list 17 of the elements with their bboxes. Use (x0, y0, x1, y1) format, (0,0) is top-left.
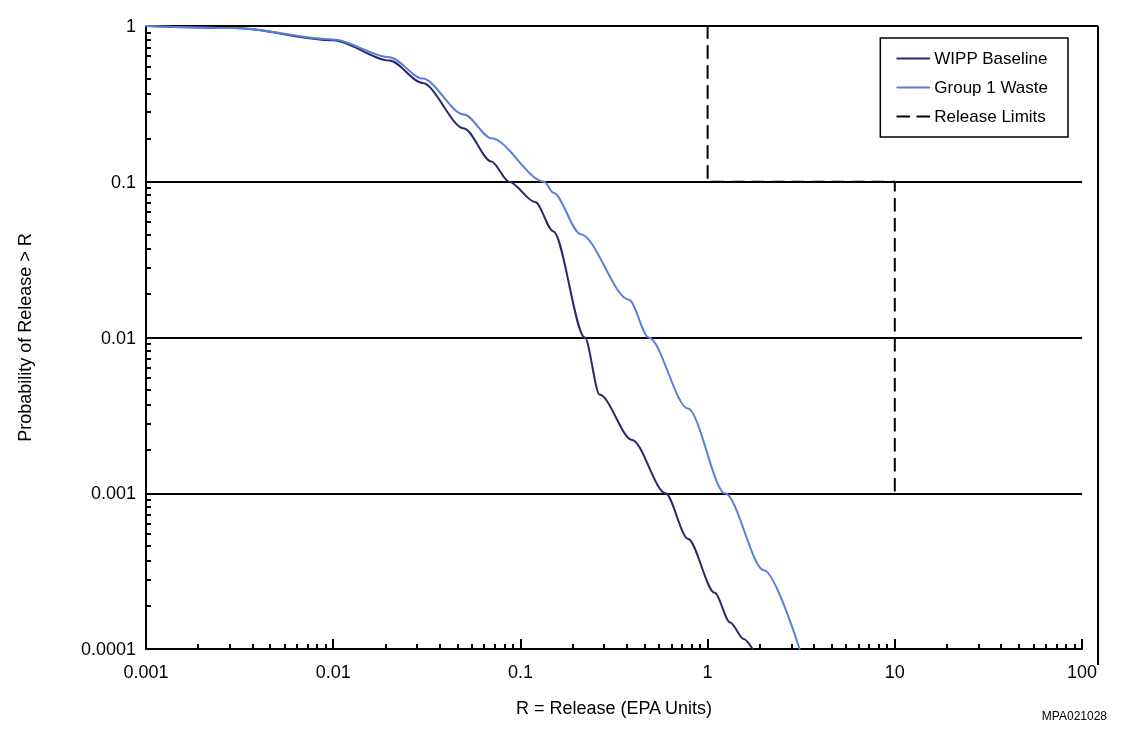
y-tick-label: 0.1 (110, 171, 136, 192)
x-tick-label: 1 (702, 662, 713, 682)
legend-label: Release Limits (934, 107, 1046, 126)
text: MPA021028 (1041, 709, 1108, 723)
x-axis-title: R = Release (EPA Units) (515, 698, 713, 718)
y-tick-label: 0.001 (90, 483, 136, 504)
y-tick-label: 0.01 (100, 327, 136, 348)
y-axis-title: Probability of Release > R (15, 233, 35, 442)
x-tick-label: 0.01 (315, 662, 351, 682)
x-tick-label: 0.001 (123, 662, 169, 682)
y-tick-label: 0.0001 (80, 639, 136, 659)
x-tick-label: 100 (1066, 662, 1098, 682)
legend-label: WIPP Baseline (934, 49, 1048, 68)
legend-label: Group 1 Waste (934, 78, 1049, 97)
y-tick-label: 1 (125, 16, 136, 36)
x-tick-label: 10 (884, 662, 905, 682)
x-tick-label: 0.1 (507, 662, 533, 682)
